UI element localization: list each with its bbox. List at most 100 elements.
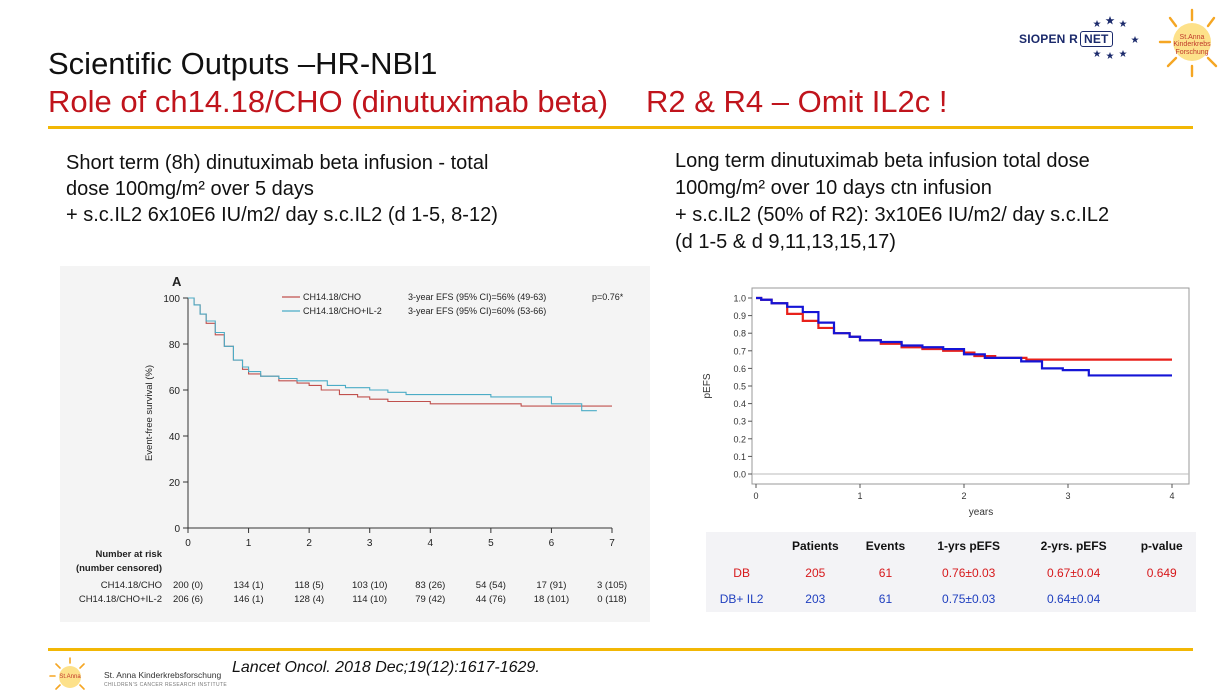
risk-cell: 17 (91) xyxy=(536,580,566,591)
subtitle-part-2: R2 & R4 – Omit IL2c ! xyxy=(646,84,948,119)
risk-cell: 44 (76) xyxy=(476,594,506,605)
x-tick-label: 7 xyxy=(609,538,615,549)
risk-cell: 79 (42) xyxy=(415,594,445,605)
stats-cell: 0.76±0.03 xyxy=(942,566,996,580)
stats-table: Patients Events 1-yrs pEFS 2-yrs. pEFS p… xyxy=(706,532,1196,612)
sun-icon xyxy=(1158,8,1218,78)
stats-cell: 205 xyxy=(805,566,826,580)
stats-cell: 0.75±0.03 xyxy=(942,592,996,606)
left-desc-line: + s.c.IL2 6x10E6 IU/m2/ day s.c.IL2 (d 1… xyxy=(66,204,498,226)
stats-header-row: Patients Events 1-yrs pEFS 2-yrs. pEFS p… xyxy=(706,532,1196,560)
footer-divider xyxy=(48,648,1193,651)
risk-cell: 206 (6) xyxy=(173,594,203,605)
footer-logo-text: St.Anna xyxy=(59,674,81,680)
risk-cell: 103 (10) xyxy=(352,580,387,591)
risk-cell: 3 (105) xyxy=(597,580,627,591)
right-desc-line: (d 1-5 & d 9,11,13,15,17) xyxy=(675,231,896,253)
x-tick-label: 3 xyxy=(1065,491,1070,501)
risk-cell: 18 (101) xyxy=(534,594,569,605)
stats-header-cell: 1-yrs pEFS xyxy=(937,539,1001,553)
panel-label: A xyxy=(172,274,182,289)
y-tick-label: 0.8 xyxy=(733,329,746,339)
siopen-logo: SIOPEN R NET xyxy=(1015,14,1145,62)
plot-frame xyxy=(751,287,1190,485)
y-tick-label: 0.5 xyxy=(733,382,746,392)
y-tick-label: 100 xyxy=(163,294,180,305)
x-tick-label: 0 xyxy=(185,538,191,549)
stats-cell: 0.67±0.04 xyxy=(1046,566,1101,580)
y-tick-label: 0.6 xyxy=(733,364,746,374)
stats-cell: 0.64±0.04 xyxy=(1046,592,1101,606)
y-tick-label: 0.9 xyxy=(733,311,746,321)
stats-cell: 61 xyxy=(878,566,893,580)
risk-cell: 200 (0) xyxy=(173,580,203,591)
citation: Lancet Oncol. 2018 Dec;19(12):1617-1629. xyxy=(232,659,540,676)
x-tick-label: 4 xyxy=(428,538,434,549)
left-description: Short term (8h) dinutuximab beta infusio… xyxy=(66,150,498,228)
stats-cell: 61 xyxy=(878,592,893,606)
stats-cell xyxy=(1127,586,1196,612)
footer-sun-logo: St.Anna xyxy=(48,656,92,696)
header-divider xyxy=(48,126,1193,129)
pefs-curve-db-il2 xyxy=(756,296,1172,377)
risk-cell: 0 (118) xyxy=(597,594,626,605)
risk-row-label: CH14.18/CHO xyxy=(101,580,162,591)
risk-table-header: Number at risk xyxy=(95,549,162,560)
stats-cell: 0.649 xyxy=(1146,566,1177,580)
y-tick-label: 40 xyxy=(169,432,181,443)
p-value-label: p=0.76* xyxy=(592,292,624,302)
sun-icon: St.Anna xyxy=(49,657,85,690)
survival-curve-ch14-18-cho xyxy=(188,297,612,407)
risk-cell: 134 (1) xyxy=(234,580,264,591)
pefs-chart: 0.0 0.1 0.2 0.3 0.4 0.5 0.6 0.7 0.8 0.9 1.0 0 1 2 3 4 ye… xyxy=(702,287,1190,518)
stats-cell: 203 xyxy=(805,592,826,606)
risk-cell: 54 (54) xyxy=(476,580,506,591)
pefs-chart-panel: 0.0 0.1 0.2 0.3 0.4 0.5 0.6 0.7 0.8 0.9 1.0 0 1 2 3 4 ye… xyxy=(700,286,1190,522)
right-description: Long term dinutuximab beta infusion tota… xyxy=(675,148,1109,256)
right-desc-line: Long term dinutuximab beta infusion tota… xyxy=(675,150,1090,172)
stats-cell: DB xyxy=(733,566,750,580)
risk-table-subheader: (number censored) xyxy=(76,563,162,574)
y-tick-label: 1.0 xyxy=(733,294,746,304)
legend-label: CH14.18/CHO xyxy=(303,292,361,302)
x-tick-label: 1 xyxy=(857,491,862,501)
x-tick-label: 1 xyxy=(246,538,252,549)
siopen-logo-text: SIOPEN R NET xyxy=(1019,31,1113,47)
stats-header-cell xyxy=(706,532,777,560)
x-tick-label: 2 xyxy=(306,538,312,549)
y-tick-label: 0.4 xyxy=(733,399,746,409)
left-desc-line: Short term (8h) dinutuximab beta infusio… xyxy=(66,152,489,174)
risk-row-label: CH14.18/CHO+IL-2 xyxy=(79,594,162,605)
legend-label: CH14.18/CHO+IL-2 xyxy=(303,306,382,316)
legend-stat: 3-year EFS (95% CI)=56% (49-63) xyxy=(408,292,546,302)
y-tick-label: 60 xyxy=(169,386,181,397)
y-tick-label: 0.3 xyxy=(733,417,746,427)
y-tick-label: 0.7 xyxy=(733,346,746,356)
y-tick-label: 80 xyxy=(169,340,181,351)
stats-row-db-il2: DB+ IL2 203 61 0.75±0.03 0.64±0.04 xyxy=(706,586,1196,612)
stats-header-cell: Events xyxy=(865,539,906,553)
risk-cell: 118 (5) xyxy=(294,580,323,591)
right-desc-line: 100mg/m² over 10 days ctn infusion xyxy=(675,177,992,199)
footer-org-name: St. Anna Kinderkrebsforschung xyxy=(104,670,222,680)
risk-cell: 146 (1) xyxy=(234,594,264,605)
left-desc-line: dose 100mg/m² over 5 days xyxy=(66,178,314,200)
stats-header-cell: p-value xyxy=(1140,539,1183,553)
y-tick-label: 0.0 xyxy=(733,470,746,480)
stats-row-db: DB 205 61 0.76±0.03 0.67±0.04 0.649 xyxy=(706,560,1196,586)
x-tick-label: 5 xyxy=(488,538,494,549)
risk-cell: 83 (26) xyxy=(415,580,445,591)
stats-cell: DB+ IL2 xyxy=(719,592,764,606)
right-desc-line: + s.c.IL2 (50% of R2): 3x10E6 IU/m2/ day… xyxy=(675,204,1110,226)
y-axis-label: Event-free survival (%) xyxy=(144,365,155,461)
x-axis-label: years xyxy=(969,507,993,518)
page-title: Scientific Outputs –HR-NBl1 xyxy=(48,46,438,81)
footer-org-sub: CHILDREN'S CANCER RESEARCH INSTITUTE xyxy=(104,682,228,688)
stats-header-cell: 2-yrs. pEFS xyxy=(1040,539,1107,553)
x-tick-label: 2 xyxy=(961,491,966,501)
risk-cell: 114 (10) xyxy=(352,594,387,605)
y-tick-label: 0.1 xyxy=(733,452,746,462)
y-tick-label: 0 xyxy=(174,524,180,535)
subtitle-part-1: Role of ch14.18/CHO (dinutuximab beta) xyxy=(48,84,609,119)
x-tick-label: 3 xyxy=(367,538,373,549)
